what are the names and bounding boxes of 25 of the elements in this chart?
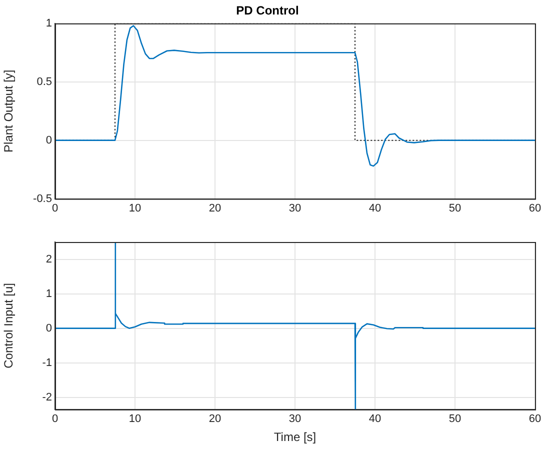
y-tick-label: 0.5 [36, 76, 52, 88]
x-tick-label: 10 [128, 413, 142, 426]
x-tick-label: 60 [528, 202, 542, 214]
y-tick-label: 0 [46, 134, 52, 146]
x-axis-title: Time [s] [274, 430, 316, 444]
y-tick-label: 1 [46, 288, 52, 300]
x-tick-label: 60 [528, 413, 542, 426]
y-tick-label: 1 [46, 17, 52, 30]
x-tick-label: 50 [448, 202, 462, 214]
y-tick-label: -1 [42, 356, 52, 369]
y-tick-label: 0 [46, 322, 52, 334]
y-tick-label: -0.5 [33, 192, 52, 205]
x-tick-label: 50 [448, 413, 462, 426]
x-tick-label: 30 [288, 413, 302, 426]
x-tick-label: 40 [368, 413, 382, 426]
chart-title: PD Control [236, 4, 299, 18]
y-tick-label: 2 [46, 253, 52, 266]
x-tick-label: 10 [128, 202, 142, 214]
x-tick-label: 20 [208, 202, 222, 214]
y-axis-title: Plant Output [y] [2, 70, 16, 152]
x-tick-label: 30 [288, 202, 302, 214]
x-tick-label: 40 [368, 202, 382, 214]
y-axis-title: Control Input [u] [2, 283, 16, 368]
x-tick-label: 20 [208, 413, 222, 426]
y-tick-label: -2 [42, 391, 52, 404]
